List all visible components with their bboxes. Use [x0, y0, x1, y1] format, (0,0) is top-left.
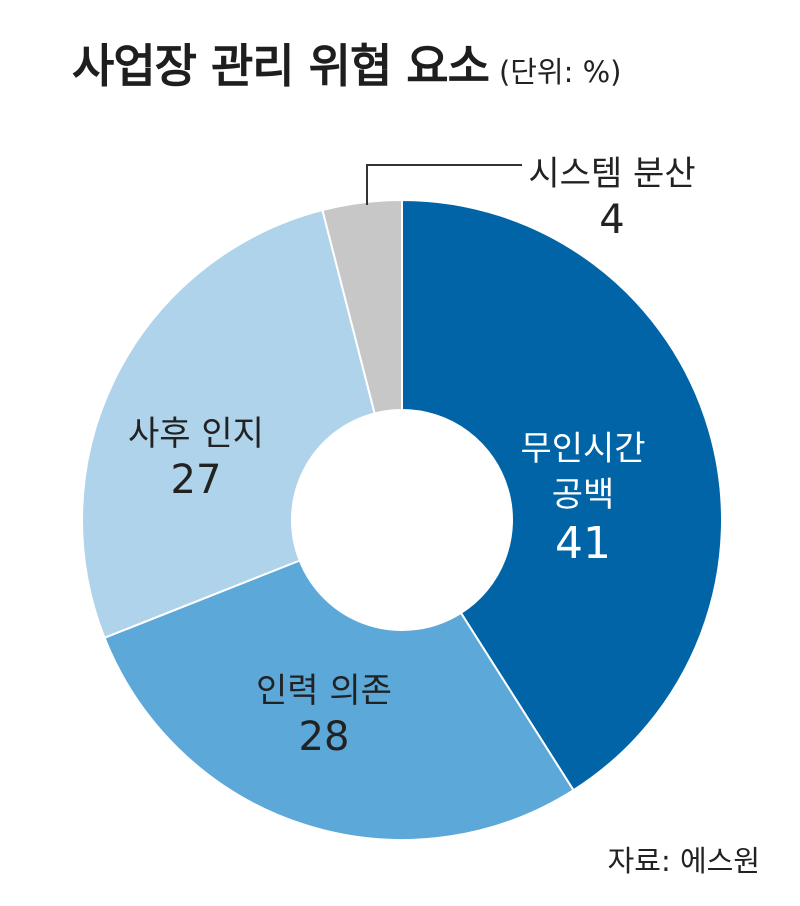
slice-0 [401, 198, 723, 792]
chart-source: 자료: 에스원 [607, 844, 760, 878]
title-row: 사업장 관리 위협 요소 (단위: %) [72, 30, 621, 96]
chart-unit: (단위: %) [498, 55, 622, 89]
slice-name-2-0: 사후 인지 [128, 414, 264, 454]
slice-value-3: 4 [599, 197, 624, 243]
slice-2 [81, 208, 376, 640]
slice-name-0-1: 공백 [552, 475, 615, 515]
slice-name-3-0: 시스템 분산 [528, 154, 695, 194]
slice-value-0: 41 [555, 518, 611, 569]
chart-title: 사업장 관리 위협 요소 [72, 39, 490, 93]
slice-name-0-0: 무인시간 [520, 429, 645, 469]
slice-name-1-0: 인력 의존 [256, 671, 392, 711]
slice-label-3: 시스템 분산4 [528, 154, 695, 243]
slice-value-1: 28 [299, 714, 350, 760]
slice-value-2: 27 [171, 457, 222, 503]
leader-line [366, 164, 522, 205]
slice-3 [321, 198, 403, 415]
slice-1 [103, 559, 575, 841]
